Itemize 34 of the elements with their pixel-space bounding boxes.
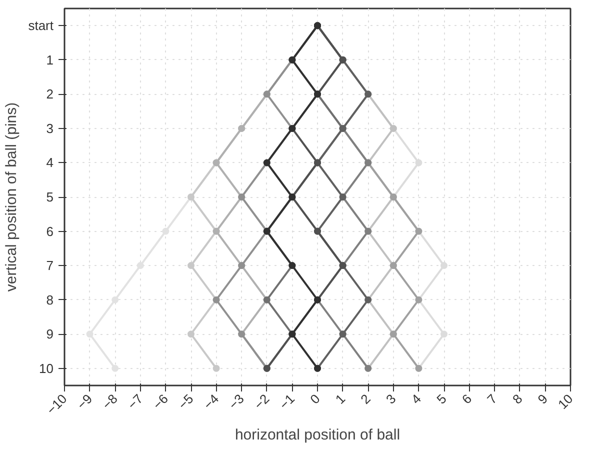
x-tick-label: −1 [276, 391, 298, 412]
x-tick-label: 10 [554, 391, 576, 412]
x-tick-label: 1 [332, 391, 348, 407]
y-tick-label: 1 [46, 52, 54, 68]
x-axis-title: horizontal position of ball [234, 426, 400, 444]
x-tick-label: −3 [226, 391, 247, 412]
x-tick-label: 5 [434, 391, 450, 407]
x-tick-label: −10 [44, 391, 70, 418]
x-tick-label: 3 [382, 391, 399, 407]
x-tick-label: −2 [251, 391, 272, 412]
y-tick-label: 10 [39, 360, 54, 376]
x-tick-label: −4 [200, 391, 222, 412]
y-tick-label: 2 [46, 86, 54, 102]
y-tick-label: 4 [46, 155, 54, 170]
y-tick-label: 5 [46, 190, 54, 204]
x-tick-label: 4 [408, 391, 424, 407]
x-tick-label: −8 [99, 391, 120, 412]
x-tick-label: 7 [484, 391, 500, 407]
x-tick-label: 8 [509, 391, 526, 407]
x-tick-label: 0 [307, 391, 323, 407]
x-tick-label: 2 [358, 391, 374, 407]
x-tick-label: 6 [458, 391, 475, 407]
y-tick-label: 8 [46, 292, 54, 308]
y-axis-title: vertical position of ball (pins) [3, 102, 20, 292]
x-tick-label: −6 [150, 391, 172, 412]
y-tick-label: start [28, 18, 54, 34]
x-tick-label: −5 [175, 391, 196, 412]
y-tick-label: 3 [46, 120, 54, 136]
y-tick-label: 6 [46, 224, 54, 239]
x-tick-label: −9 [74, 391, 96, 412]
y-tick-label: 9 [46, 326, 54, 342]
x-tick-label: −7 [124, 391, 146, 412]
x-tick-label: 9 [534, 391, 551, 407]
y-tick-label: 7 [46, 258, 54, 274]
